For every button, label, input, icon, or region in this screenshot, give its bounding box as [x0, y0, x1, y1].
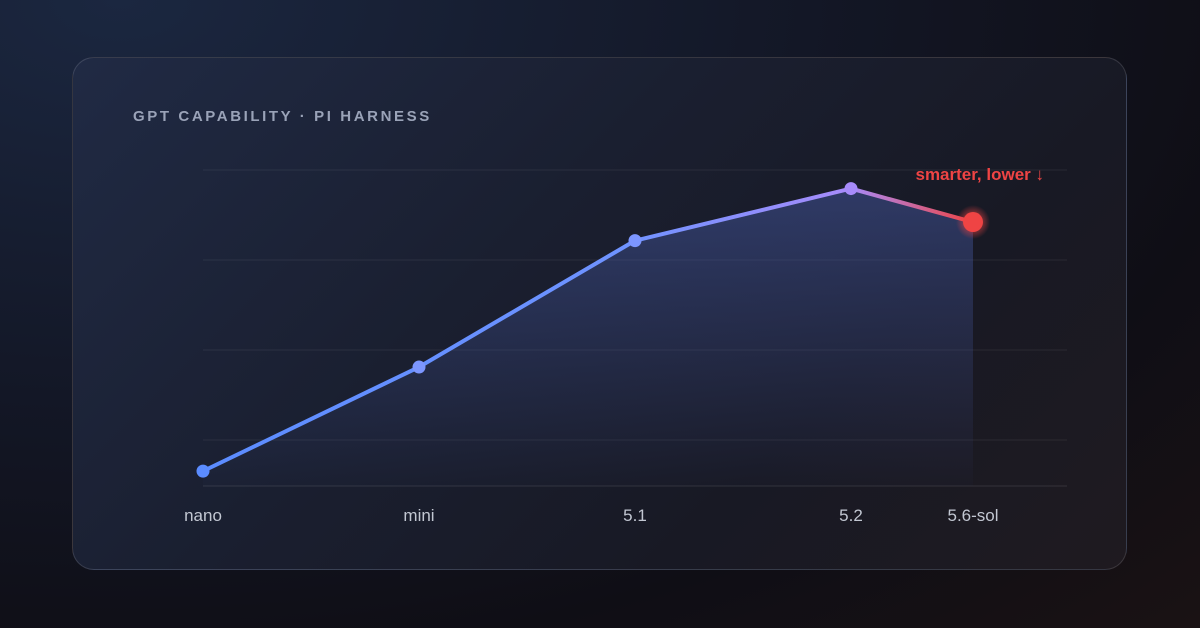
x-tick-label-5.2: 5.2 — [839, 506, 863, 525]
data-point-5.1 — [628, 234, 642, 248]
annotation-label: smarter, lower ↓ — [915, 165, 1044, 184]
data-point-5.2 — [844, 182, 858, 196]
x-tick-label-mini: mini — [403, 506, 434, 525]
x-tick-label-nano: nano — [184, 506, 222, 525]
x-tick-label-5.1: 5.1 — [623, 506, 647, 525]
x-tick-label-5.6-sol: 5.6-sol — [947, 506, 998, 525]
data-point-mini — [412, 360, 426, 374]
area-fill — [203, 188, 973, 486]
data-point-nano — [196, 464, 210, 478]
chart-title: GPT CAPABILITY · PI HARNESS — [133, 108, 432, 125]
data-point-5.6-sol — [963, 212, 983, 233]
